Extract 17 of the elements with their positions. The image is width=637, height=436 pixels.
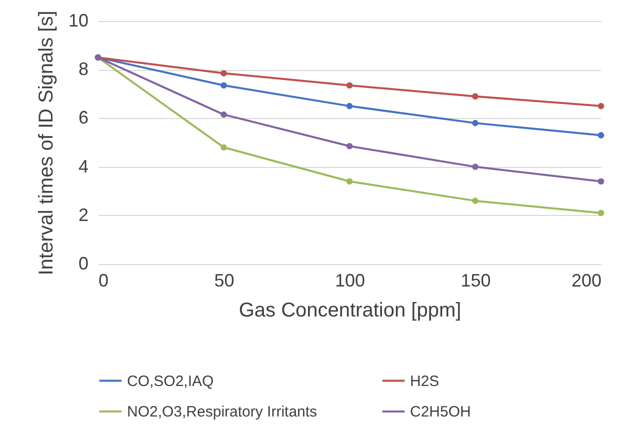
- y-tick-label: 2: [78, 204, 88, 225]
- legend-label: H2S: [410, 372, 440, 390]
- x-axis-title: Gas Concentration [ppm]: [238, 300, 462, 322]
- legend-label: NO2,O3,Respiratory Irritants: [127, 404, 318, 420]
- y-tick-label: 8: [78, 59, 88, 80]
- legend-label: C2H5OH: [410, 404, 471, 420]
- x-tick-label: 150: [460, 270, 491, 290]
- x-tick-label: 100: [334, 270, 366, 290]
- x-tick-label: 0: [98, 270, 109, 290]
- x-tick-label: 200: [571, 270, 602, 290]
- x-tick-label: 50: [214, 270, 234, 290]
- y-tick-label: 6: [78, 108, 88, 128]
- legend-label: CO,SO2,IAQ: [127, 372, 214, 390]
- y-axis-title: Interval times of ID Signals [s]: [35, 10, 58, 276]
- y-tick-label: 4: [78, 156, 88, 176]
- y-tick-label: 0: [78, 254, 88, 274]
- y-tick-label: 10: [68, 10, 88, 30]
